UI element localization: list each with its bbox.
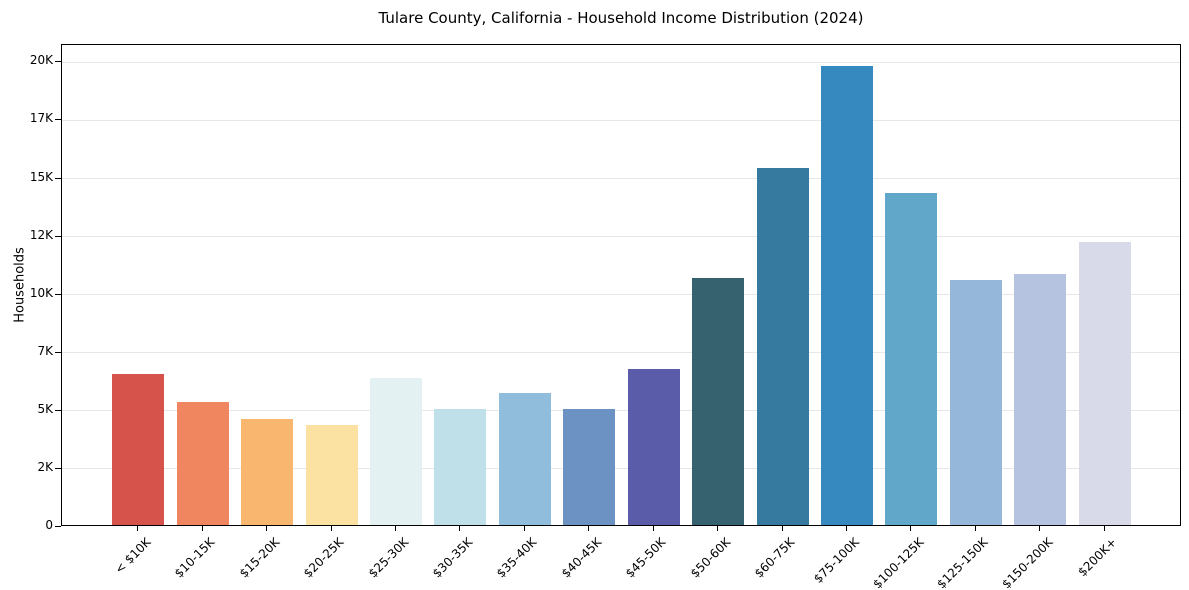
x-tick-mark-1: [201, 526, 203, 531]
x-tick-label-1: $10-15K: [172, 535, 218, 581]
x-tick-label-2: $15-20K: [236, 535, 283, 581]
x-tick-label-13: $125-150K: [934, 535, 991, 590]
bar-15-20k: [241, 419, 294, 525]
plot-area: [61, 44, 1181, 526]
x-tick-mark-14: [1039, 526, 1041, 531]
bar-40-45k: [563, 408, 616, 525]
bar-75-100k: [820, 66, 873, 525]
x-tick-mark-0: [137, 526, 139, 531]
y-tick-label-20K: 20K: [29, 53, 53, 68]
x-tick-label-14: $150-200K: [998, 535, 1056, 590]
x-tick-mark-8: [652, 526, 654, 531]
x-tick-mark-5: [459, 526, 461, 531]
bar-10k: [112, 374, 165, 525]
bar-100-125k: [885, 192, 938, 525]
x-tick-label-10: $60-75K: [751, 535, 798, 581]
y-tick-mark-10K: [55, 293, 61, 295]
y-tick-label-17K: 17K: [29, 111, 53, 126]
y-tick-mark-17K: [55, 119, 61, 121]
gridline-20K: [62, 61, 1180, 63]
x-tick-label-15: $200K+: [1075, 535, 1120, 580]
bar-200k: [1078, 241, 1131, 525]
y-tick-mark-15K: [55, 177, 61, 179]
bar-35-40k: [498, 392, 551, 525]
x-tick-mark-6: [523, 526, 525, 531]
y-tick-mark-7K: [55, 351, 61, 353]
bar-45-50k: [627, 369, 680, 525]
bar-60-75k: [756, 168, 809, 525]
y-tick-label-0: 0: [45, 518, 53, 532]
y-tick-mark-0: [55, 526, 61, 527]
x-tick-mark-11: [845, 526, 847, 531]
x-tick-mark-13: [974, 526, 976, 531]
gridline-2K: [62, 468, 1180, 470]
x-tick-label-12: $100-125K: [869, 535, 927, 590]
x-tick-mark-9: [717, 526, 719, 531]
y-tick-label-10K: 10K: [29, 285, 53, 300]
bar-50-60k: [692, 277, 745, 525]
x-tick-mark-7: [588, 526, 590, 531]
bar-30-35k: [434, 408, 487, 525]
x-tick-mark-15: [1103, 526, 1105, 531]
y-tick-mark-5K: [55, 409, 61, 411]
gridline-5K: [62, 410, 1180, 412]
gridline-12K: [62, 236, 1180, 238]
bar-20-25k: [305, 425, 358, 525]
chart-title: Tulare County, California - Household In…: [378, 9, 864, 27]
gridline-17K: [62, 119, 1180, 121]
x-tick-label-0: < $10K: [111, 535, 154, 577]
x-tick-mark-4: [394, 526, 396, 531]
bar-150-200k: [1014, 274, 1067, 525]
x-tick-label-4: $25-30K: [365, 535, 411, 581]
x-tick-label-6: $35-40K: [494, 535, 540, 581]
x-tick-label-8: $45-50K: [623, 535, 669, 581]
x-tick-mark-2: [266, 526, 268, 531]
y-tick-label-7K: 7K: [37, 343, 53, 358]
y-tick-label-12K: 12K: [29, 227, 53, 242]
x-tick-label-7: $40-45K: [558, 535, 605, 581]
y-tick-label-5K: 5K: [37, 401, 53, 416]
x-tick-mark-3: [330, 526, 332, 531]
x-tick-mark-12: [910, 526, 912, 531]
y-tick-mark-2K: [55, 467, 61, 469]
y-tick-mark-12K: [55, 235, 61, 237]
x-tick-label-3: $20-25K: [300, 535, 347, 581]
y-tick-label-15K: 15K: [29, 169, 53, 184]
y-tick-mark-20K: [55, 61, 61, 63]
y-tick-label-2K: 2K: [37, 459, 53, 474]
x-tick-mark-10: [781, 526, 783, 531]
x-tick-label-5: $30-35K: [429, 535, 476, 581]
bar-25-30k: [369, 377, 422, 525]
gridline-15K: [62, 178, 1180, 180]
gridline-7K: [62, 352, 1180, 354]
x-tick-label-11: $75-100K: [810, 535, 862, 586]
bar-10-15k: [176, 401, 229, 525]
bar-125-150k: [949, 279, 1002, 525]
x-tick-label-9: $50-60K: [687, 535, 733, 581]
gridline-10K: [62, 294, 1180, 296]
